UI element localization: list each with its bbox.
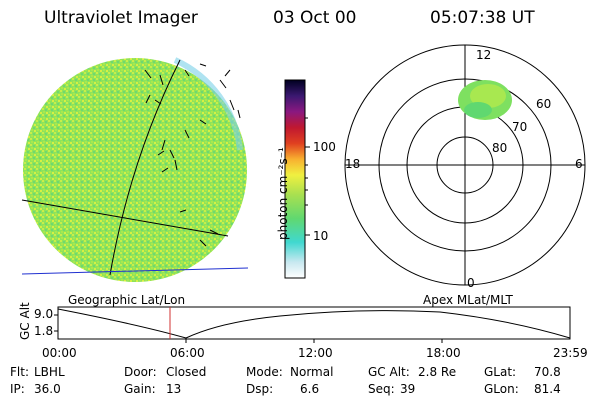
app-title: Ultraviolet Imager [44, 8, 198, 28]
polar-label-6: 6 [575, 157, 583, 171]
longitude-line [109, 59, 181, 276]
glat-label: GLat: [484, 365, 517, 379]
seq-value: 39 [400, 382, 416, 396]
time-tick-2359: 23:59 [553, 346, 588, 360]
altitude-axis-title: GC Alt [18, 302, 32, 340]
time-label: 05:07:38 UT [430, 8, 535, 28]
mode-label: Mode: [246, 365, 283, 379]
coastline-contours [144, 63, 241, 247]
gain-label: Gain: [124, 382, 156, 396]
polar-ring-70: 70 [512, 120, 528, 134]
polar-auroral-blob [458, 80, 512, 120]
time-tick-1800: 18:00 [426, 346, 461, 360]
colorbar-ticks [305, 117, 310, 236]
time-tick-0600: 06:00 [170, 346, 205, 360]
polar-ring-60: 60 [536, 97, 552, 111]
door-label: Door: [124, 365, 157, 379]
ip-value: 36.0 [34, 382, 61, 396]
altitude-tick-9: 9.0 [34, 307, 54, 321]
gc-alt-value: 2.8 Re [418, 365, 457, 379]
glon-label: GLon: [484, 382, 519, 396]
terminator-line [21, 267, 249, 275]
gc-alt-label: GC Alt: [368, 365, 410, 379]
polar-label-0: 0 [467, 276, 475, 290]
time-tick-0000: 00:00 [42, 346, 77, 360]
altitude-tick-1-8: 1.8 [34, 324, 54, 338]
door-value: Closed [166, 365, 207, 379]
polar-label-18: 18 [345, 157, 361, 171]
glat-value: 70.8 [534, 365, 561, 379]
flt-label: Flt: [10, 365, 29, 379]
gain-value: 13 [166, 382, 182, 396]
glon-value: 81.4 [534, 382, 561, 396]
seq-label: Seq: [368, 382, 395, 396]
time-tick-1200: 12:00 [298, 346, 333, 360]
latitude-line [21, 199, 229, 237]
geographic-label: Geographic Lat/Lon [68, 293, 186, 307]
date-label: 03 Oct 00 [273, 8, 357, 28]
dsp-value: 6.6 [300, 382, 320, 396]
apex-label: Apex MLat/MLT [423, 293, 513, 307]
polar-label-12: 12 [476, 48, 492, 62]
ip-label: IP: [10, 382, 25, 396]
flt-value: LBHL [34, 365, 65, 379]
altitude-curve [57, 308, 571, 339]
mode-value: Normal [290, 365, 334, 379]
polar-ring-80: 80 [492, 141, 508, 155]
colorbar-tick-100: 100 [313, 140, 336, 154]
dsp-label: Dsp: [246, 382, 274, 396]
colorbar-tick-10: 10 [313, 229, 329, 243]
